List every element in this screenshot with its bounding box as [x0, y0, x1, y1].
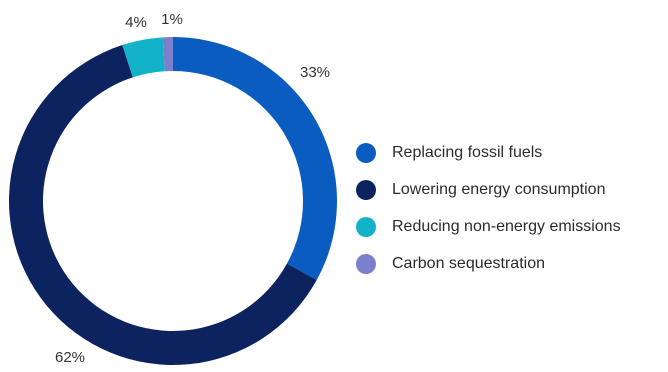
legend-label-lowering-energy-consumption: Lowering energy consumption [392, 180, 606, 198]
legend-item-replacing-fossil-fuels: Replacing fossil fuels [356, 134, 621, 171]
slice-reducing-non-energy-emissions [122, 37, 165, 78]
legend-item-lowering-energy-consumption: Lowering energy consumption [356, 171, 621, 208]
legend-label-replacing-fossil-fuels: Replacing fossil fuels [392, 143, 543, 161]
legend-swatch-lowering-energy-consumption [356, 179, 376, 200]
chart-legend: Replacing fossil fuels Lowering energy c… [356, 134, 621, 282]
legend-swatch-reducing-non-energy-emissions [356, 216, 376, 237]
legend-swatch-replacing-fossil-fuels [356, 142, 376, 163]
legend-label-reducing-non-energy-emissions: Reducing non-energy emissions [392, 217, 621, 235]
legend-item-carbon-sequestration: Carbon sequestration [356, 245, 621, 282]
percent-label-replacing-fossil-fuels: 33% [300, 64, 330, 81]
slice-carbon-sequestration [162, 37, 173, 72]
percent-label-reducing-non-energy-emissions: 4% [125, 14, 147, 31]
legend-swatch-carbon-sequestration [356, 253, 376, 274]
slice-replacing-fossil-fuels [173, 37, 337, 281]
legend-item-reducing-non-energy-emissions: Reducing non-energy emissions [356, 208, 621, 245]
percent-label-carbon-sequestration: 1% [161, 11, 183, 28]
legend-label-carbon-sequestration: Carbon sequestration [392, 254, 545, 272]
percent-label-lowering-energy-consumption: 62% [55, 349, 85, 366]
percent-labels: 33% 62% 4% 1% [55, 11, 330, 366]
donut-slices [8, 37, 337, 365]
